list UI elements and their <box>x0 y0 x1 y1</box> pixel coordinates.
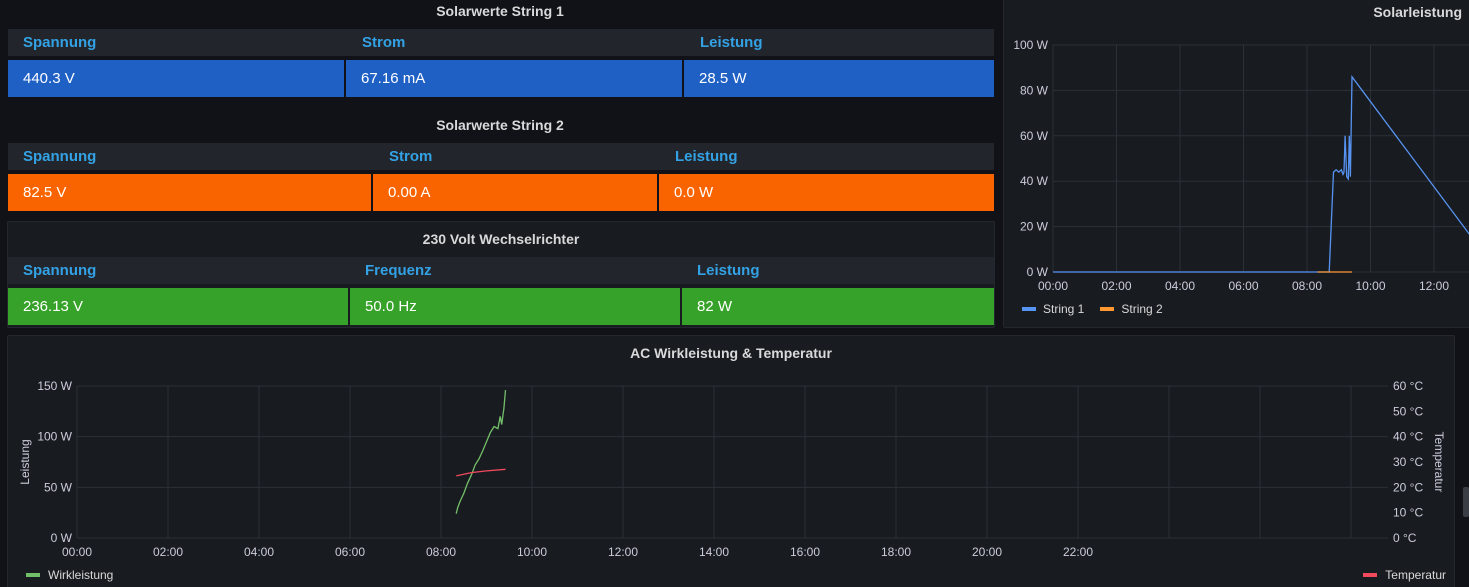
inverter-header-row: Spannung Frequenz Leistung <box>8 257 994 284</box>
inverter-table: Spannung Frequenz Leistung 236.13 V 50.0… <box>8 257 994 327</box>
column-header-strom[interactable]: Strom <box>389 148 433 165</box>
string1-panel: Solarwerte String 1 Spannung Strom Leist… <box>0 0 1000 102</box>
value-cell-leistung: 28.5 W <box>684 60 994 97</box>
legend-swatch <box>1363 573 1378 577</box>
x-tick-label: 08:00 <box>1292 279 1322 293</box>
value-cell-leistung: 82 W <box>682 288 994 325</box>
legend-swatch <box>1100 307 1115 311</box>
x-tick-label: 10:00 <box>1355 279 1385 293</box>
x-tick-label: 12:00 <box>608 545 638 559</box>
table-row: 82.5 V 0.00 A 0.0 W <box>8 174 994 211</box>
y-tick-label: 100 W <box>1013 38 1048 52</box>
table-row: 236.13 V 50.0 Hz 82 W <box>8 288 994 325</box>
legend-item-string2[interactable]: String 2 <box>1100 302 1163 316</box>
column-header-leistung[interactable]: Leistung <box>700 34 763 51</box>
string2-header-row: Spannung Strom Leistung <box>8 143 994 170</box>
x-tick-label: 04:00 <box>1165 279 1195 293</box>
y-tick-label: 80 W <box>1020 83 1049 97</box>
value-cell-strom: 67.16 mA <box>346 60 682 97</box>
value-cell-leistung: 0.0 W <box>659 174 994 211</box>
column-header-frequenz[interactable]: Frequenz <box>365 262 432 279</box>
value-cell-strom: 0.00 A <box>373 174 657 211</box>
y-tick-label: 0 W <box>51 531 73 545</box>
x-tick-label: 00:00 <box>62 545 92 559</box>
y-tick-label: 150 W <box>37 379 72 393</box>
y2-tick-label: 60 °C <box>1393 379 1423 393</box>
value-cell-frequenz: 50.0 Hz <box>350 288 680 325</box>
ac-chart-title: AC Wirkleistung & Temperatur <box>630 345 832 361</box>
column-header-spannung[interactable]: Spannung <box>23 148 97 165</box>
legend-label: String 1 <box>1043 302 1085 316</box>
y-tick-label: 40 W <box>1020 174 1049 188</box>
column-header-leistung[interactable]: Leistung <box>675 148 738 165</box>
legend-item-string1[interactable]: String 1 <box>1022 302 1084 316</box>
string1-header-row: Spannung Strom Leistung <box>8 29 994 56</box>
inverter-title: 230 Volt Wechselrichter <box>422 231 580 247</box>
value-cell-spannung: 82.5 V <box>8 174 371 211</box>
y2-tick-label: 0 °C <box>1393 531 1417 545</box>
x-tick-label: 10:00 <box>517 545 547 559</box>
y-tick-label: 100 W <box>37 430 72 444</box>
x-tick-label: 14:00 <box>699 545 729 559</box>
series-line-temperatur <box>456 468 506 477</box>
y-tick-label: 20 W <box>1020 220 1049 234</box>
column-header-spannung[interactable]: Spannung <box>23 34 97 51</box>
series-line-wirkleistung <box>455 390 507 514</box>
legend-label: String 2 <box>1121 302 1163 316</box>
x-tick-label: 04:00 <box>244 545 274 559</box>
scrollbar-thumb[interactable] <box>1463 487 1469 517</box>
y2-tick-label: 40 °C <box>1393 430 1423 444</box>
y2-tick-label: 10 °C <box>1393 506 1423 520</box>
y2-tick-label: 20 °C <box>1393 480 1423 494</box>
legend-swatch <box>1022 307 1036 311</box>
legend-swatch <box>26 573 40 577</box>
x-tick-label: 06:00 <box>1228 279 1258 293</box>
y2-axis-title: Temperatur <box>1432 432 1446 493</box>
ac-chart[interactable]: 0 W 50 W 100 W 150 W 00:00 02:00 04:00 06:00 08:… <box>8 336 1456 587</box>
x-tick-label: 02:00 <box>1101 279 1131 293</box>
string1-table: Spannung Strom Leistung 440.3 V 67.16 mA… <box>8 29 994 99</box>
solar-chart-title: Solarleistung <box>1373 4 1462 20</box>
x-tick-label: 06:00 <box>335 545 365 559</box>
y-tick-label: 60 W <box>1020 129 1049 143</box>
string1-title: Solarwerte String 1 <box>436 3 564 19</box>
solar-chart-panel: Solarleistung 0 W 20 W 40 W 60 W 80 W 100 W 00… <box>1003 0 1469 328</box>
ac-chart-panel: AC Wirkleistung & Temperatur 0 W 50 W 100 … <box>7 335 1455 587</box>
value-cell-spannung: 236.13 V <box>8 288 348 325</box>
y-axis-title: Leistung <box>18 439 32 484</box>
legend-label: Temperatur <box>1385 568 1446 582</box>
solar-legend: String 1 String 2 <box>1022 302 1163 316</box>
y2-tick-label: 50 °C <box>1393 404 1423 418</box>
x-tick-label: 20:00 <box>972 545 1002 559</box>
x-tick-label: 08:00 <box>426 545 456 559</box>
string2-panel: Solarwerte String 2 Spannung Strom Leist… <box>0 112 1000 214</box>
y-tick-label: 50 W <box>44 480 73 494</box>
series-line-string-1 <box>1053 74 1469 273</box>
inverter-panel: 230 Volt Wechselrichter Spannung Frequen… <box>7 221 995 328</box>
string2-table: Spannung Strom Leistung 82.5 V 0.00 A 0.… <box>8 143 994 213</box>
x-tick-label: 18:00 <box>881 545 911 559</box>
string2-title: Solarwerte String 2 <box>436 117 564 133</box>
y2-tick-label: 30 °C <box>1393 455 1423 469</box>
column-header-strom[interactable]: Strom <box>362 34 406 51</box>
ac-legend-right[interactable]: Temperatur <box>1363 568 1446 582</box>
column-header-spannung[interactable]: Spannung <box>23 262 97 279</box>
x-tick-label: 16:00 <box>790 545 820 559</box>
value-cell-spannung: 440.3 V <box>8 60 344 97</box>
column-header-leistung[interactable]: Leistung <box>697 262 760 279</box>
legend-label: Wirkleistung <box>48 568 114 582</box>
table-row: 440.3 V 67.16 mA 28.5 W <box>8 60 994 97</box>
x-tick-label: 00:00 <box>1038 279 1068 293</box>
ac-legend-left[interactable]: Wirkleistung <box>26 568 113 582</box>
solar-chart[interactable]: 0 W 20 W 40 W 60 W 80 W 100 W 00:00 02:00 04:00 0… <box>1004 0 1469 329</box>
x-tick-label: 22:00 <box>1063 545 1093 559</box>
x-tick-label: 12:00 <box>1419 279 1449 293</box>
y-tick-label: 0 W <box>1027 265 1049 279</box>
x-tick-label: 02:00 <box>153 545 183 559</box>
